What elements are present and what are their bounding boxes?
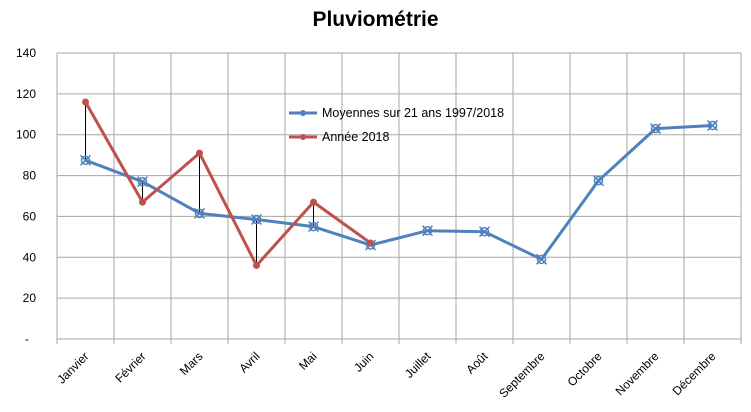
grid xyxy=(56,52,742,344)
marker-circle xyxy=(308,221,319,232)
marker-circle xyxy=(137,176,148,187)
data-point-marker xyxy=(193,207,206,219)
marker-circle xyxy=(80,155,91,165)
marker-circle xyxy=(251,214,262,225)
data-point-marker xyxy=(706,119,719,132)
y-tick-label: 100 xyxy=(16,128,36,142)
y-tick-label: 120 xyxy=(16,87,36,101)
marker-cross xyxy=(592,175,605,187)
x-tick-label: Mai xyxy=(296,349,320,373)
marker-cross xyxy=(79,154,92,166)
legend-label: Année 2018 xyxy=(322,130,389,144)
data-point-marker xyxy=(79,154,92,166)
data-point-marker xyxy=(307,221,320,233)
chart-title: Pluviométrie xyxy=(312,8,439,31)
x-tick-label: Janvier xyxy=(54,349,91,386)
x-axis-tick-labels: Janvier Février Mars Avril Mai Juin Juillet Aoû… xyxy=(54,349,718,401)
marker-circle xyxy=(593,175,604,186)
marker-circle xyxy=(422,225,433,236)
legend-marker xyxy=(300,110,306,116)
x-tick-label: Juin xyxy=(351,349,376,374)
marker-cross xyxy=(136,176,149,188)
y-tick-label: - xyxy=(25,332,29,346)
data-point-marker xyxy=(592,175,605,187)
marker-cross xyxy=(535,253,548,265)
x-tick-label: Septembre xyxy=(496,349,548,401)
data-point-marker xyxy=(367,239,374,247)
marker-cross xyxy=(478,226,491,238)
data-point-marker xyxy=(139,198,146,206)
legend: Moyennes sur 21 ans 1997/2018 Année 2018 xyxy=(289,106,504,144)
series-line-0 xyxy=(84,124,713,261)
series-lines xyxy=(84,101,713,267)
x-tick-label: Février xyxy=(112,349,148,385)
x-tick-label: Novembre xyxy=(613,349,662,398)
data-point-marker xyxy=(250,213,263,226)
y-tick-label: 40 xyxy=(23,250,37,264)
marker-circle xyxy=(536,254,547,265)
marker-cross xyxy=(706,119,719,132)
series-line-1 xyxy=(84,101,372,267)
marker-circle xyxy=(479,227,490,237)
data-point-marker xyxy=(136,176,149,188)
data-point-marker xyxy=(310,198,317,206)
y-tick-label: 80 xyxy=(23,169,37,183)
y-axis-tick-labels: 140 120 100 80 60 40 20 - xyxy=(16,46,36,346)
marker-circle xyxy=(707,120,718,131)
x-tick-label: Juillet xyxy=(402,349,434,381)
data-point-marker xyxy=(649,123,662,135)
x-tick-label: Octobre xyxy=(565,349,605,389)
marker-circle xyxy=(194,208,205,219)
y-tick-label: 20 xyxy=(23,291,37,305)
series-markers xyxy=(79,98,719,269)
data-point-marker xyxy=(196,149,203,157)
legend-label: Moyennes sur 21 ans 1997/2018 xyxy=(322,106,504,120)
y-tick-label: 60 xyxy=(23,209,37,223)
x-tick-label: Août xyxy=(463,349,491,377)
data-point-marker xyxy=(253,261,260,269)
x-tick-label: Décembre xyxy=(670,349,719,398)
data-point-marker xyxy=(478,226,491,238)
marker-cross xyxy=(307,221,320,233)
data-point-marker xyxy=(421,225,434,237)
marker-cross xyxy=(250,213,263,226)
x-tick-label: Mars xyxy=(177,349,206,378)
data-point-marker xyxy=(535,253,548,265)
legend-marker xyxy=(300,134,306,140)
y-tick-label: 140 xyxy=(16,46,36,60)
marker-cross xyxy=(649,123,662,135)
marker-cross xyxy=(421,225,434,237)
marker-cross xyxy=(193,207,206,219)
x-tick-label: Avril xyxy=(236,349,262,375)
data-point-marker xyxy=(82,98,89,106)
marker-circle xyxy=(650,123,661,134)
